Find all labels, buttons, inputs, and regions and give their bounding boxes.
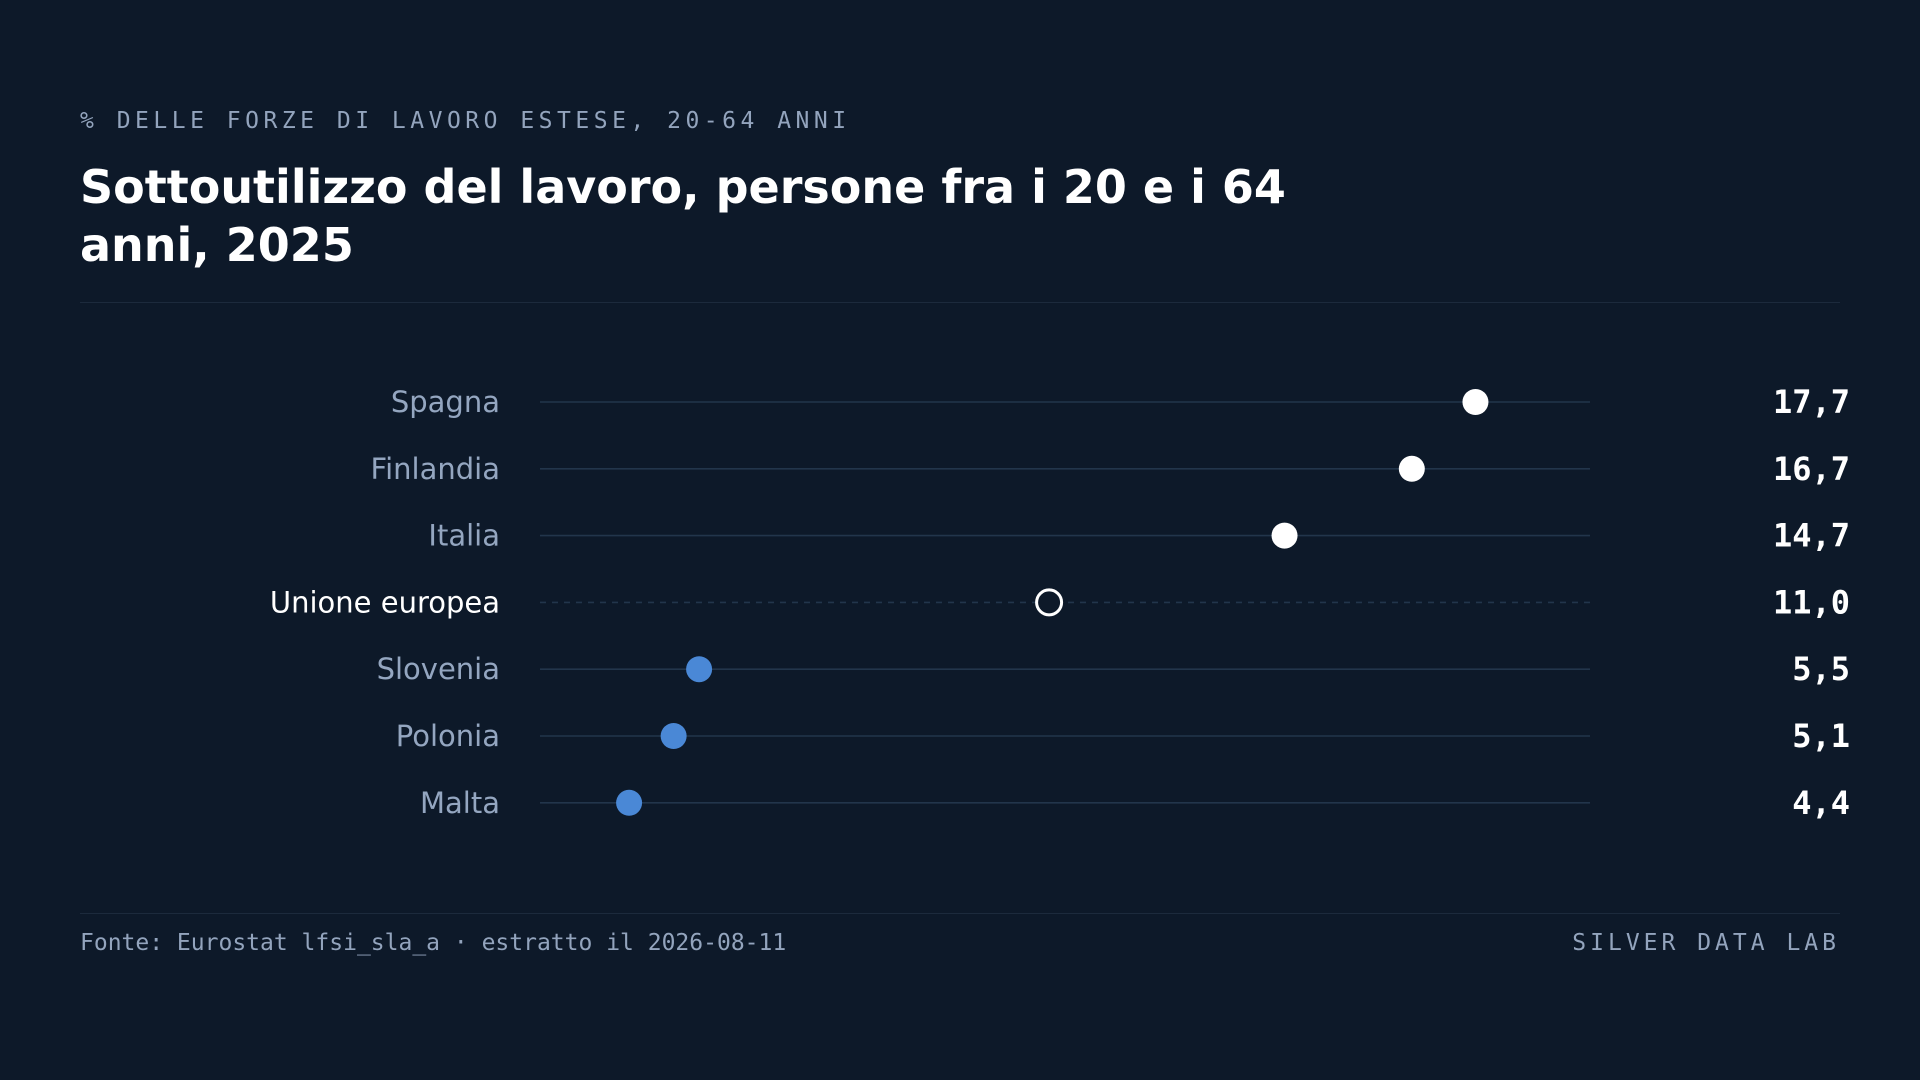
row-finlandia: Finlandia 16,7 bbox=[371, 450, 1850, 488]
value-label-finlandia: 16,7 bbox=[1773, 450, 1850, 488]
dot-italia bbox=[1271, 522, 1298, 549]
chart-title: Sottoutilizzo del lavoro, persone fra i … bbox=[80, 160, 1286, 272]
dot-spagna bbox=[1462, 389, 1489, 415]
dot-unione-europea bbox=[1035, 588, 1064, 617]
value-label-spagna: 17,7 bbox=[1773, 383, 1850, 421]
dot-polonia bbox=[660, 723, 687, 749]
row-spagna: Spagna 17,7 bbox=[391, 383, 1850, 421]
value-label-polonia: 5,1 bbox=[1792, 717, 1850, 755]
value-label-italia: 14,7 bbox=[1773, 517, 1850, 555]
category-label-italia: Italia bbox=[428, 519, 500, 553]
category-label-slovenia: Slovenia bbox=[377, 652, 500, 686]
row-italia: Italia 14,7 bbox=[428, 517, 1850, 555]
chart-kicker: % DELLE FORZE DI LAVORO ESTESE, 20-64 AN… bbox=[80, 108, 851, 134]
header-divider bbox=[80, 302, 1840, 303]
value-label-slovenia: 5,5 bbox=[1792, 650, 1850, 688]
category-label-spagna: Spagna bbox=[391, 385, 500, 419]
category-label-polonia: Polonia bbox=[396, 719, 500, 753]
category-label-malta: Malta bbox=[420, 786, 500, 820]
category-label-unione-europea: Unione europea bbox=[270, 585, 500, 619]
row-slovenia: Slovenia 5,5 bbox=[377, 650, 1850, 688]
value-label-unione-europea: 11,0 bbox=[1773, 583, 1850, 621]
dot-malta bbox=[616, 789, 643, 816]
dot-finlandia bbox=[1398, 455, 1425, 482]
row-polonia: Polonia 5,1 bbox=[396, 717, 1850, 755]
row-unione-europea: Unione europea 11,0 bbox=[270, 583, 1850, 621]
category-label-finlandia: Finlandia bbox=[371, 452, 500, 486]
brand-label: SILVER DATA LAB bbox=[1572, 930, 1840, 956]
row-malta: Malta 4,4 bbox=[420, 784, 1850, 822]
source-note: Fonte: Eurostat lfsi_sla_a · estratto il… bbox=[80, 930, 787, 956]
dot-slovenia bbox=[686, 656, 713, 683]
value-label-malta: 4,4 bbox=[1792, 784, 1850, 822]
footer-divider bbox=[80, 913, 1840, 914]
